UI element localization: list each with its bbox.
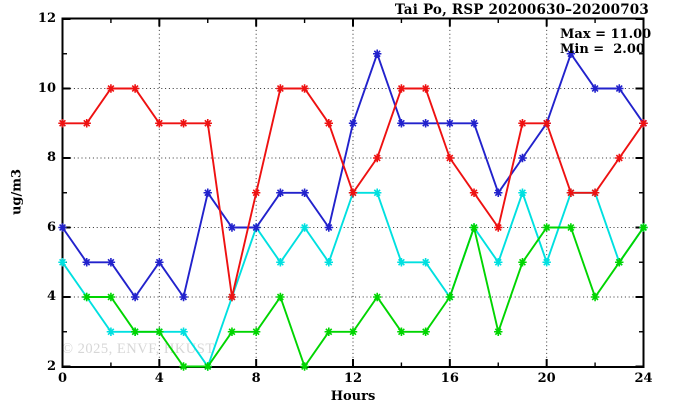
y-tick-label: 12	[37, 11, 56, 26]
y-tick-label: 4	[46, 289, 56, 304]
series-green-markers	[82, 223, 648, 371]
y-axis-label: ug/m3	[9, 168, 25, 216]
chart-title: Tai Po, RSP 20200630–20200703	[394, 2, 649, 18]
min-annotation: Min = 2.00	[560, 41, 645, 57]
series-blue-line	[61, 50, 645, 300]
series-red-markers	[58, 84, 648, 302]
x-tick-label: 8	[251, 371, 261, 386]
series-blue-markers	[58, 49, 648, 302]
minmax-annotation: Max = 11.00 Min = 2.00	[560, 27, 652, 57]
y-tick-label: 8	[46, 150, 56, 165]
x-axis-label: Hours	[330, 389, 376, 404]
series-green-line	[86, 224, 645, 369]
y-tick-label: 2	[46, 358, 56, 374]
x-tick-label: 24	[634, 371, 653, 386]
x-tick-label: 4	[154, 371, 164, 386]
y-tick-label: 6	[46, 219, 56, 235]
x-tick-label: 0	[57, 371, 68, 386]
x-tick-label: 12	[343, 371, 363, 386]
max-annotation: Max = 11.00	[560, 27, 652, 42]
y-tick-label: 10	[37, 80, 56, 96]
x-tick-label: 20	[537, 371, 556, 386]
watermark: © 2025, ENVF, HKUST	[62, 341, 215, 357]
x-tick-label: 16	[440, 371, 459, 386]
series-cyan-line	[61, 189, 645, 369]
